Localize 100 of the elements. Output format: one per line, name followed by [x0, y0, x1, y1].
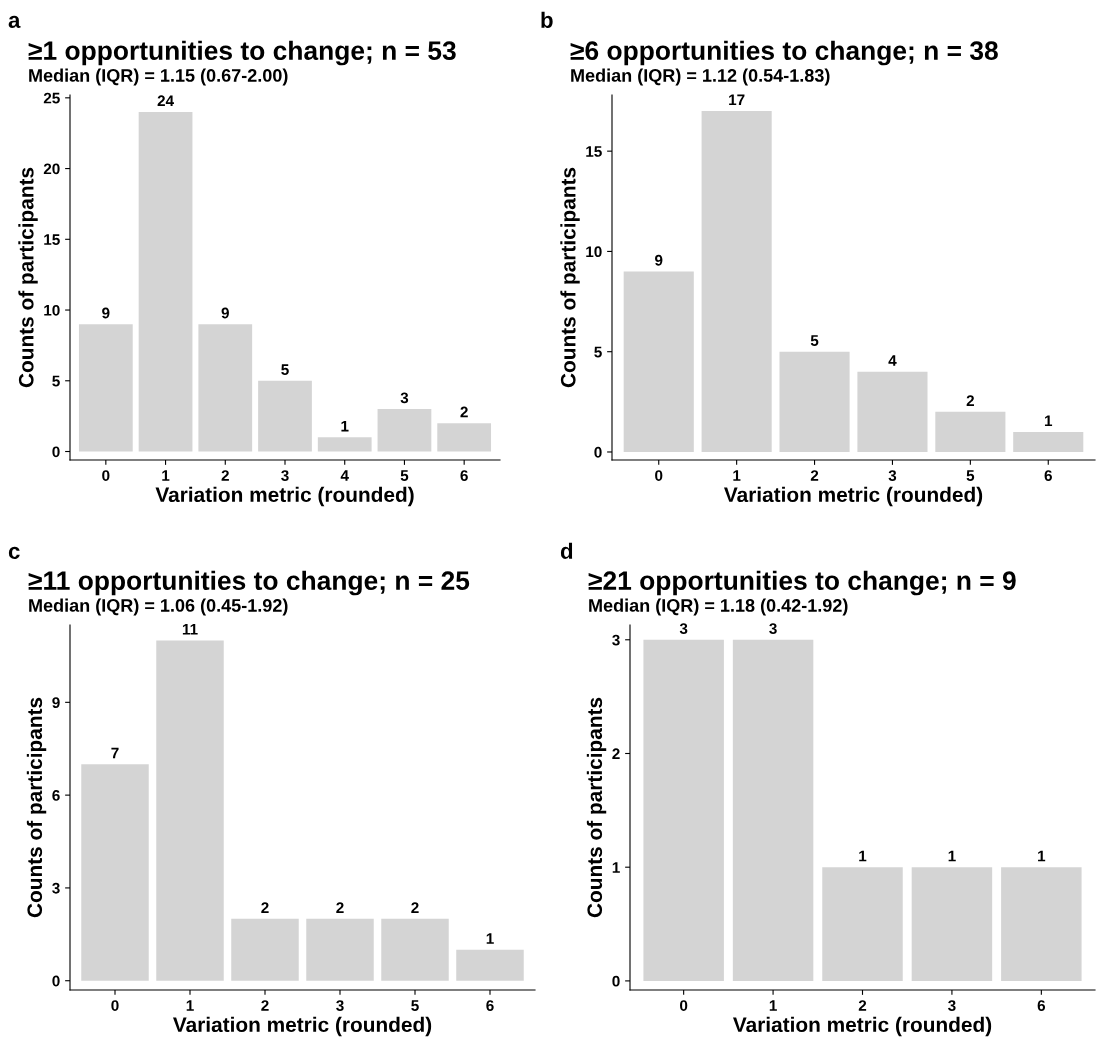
- y-axis-title: Counts of participants: [586, 697, 607, 918]
- y-tick-label: 9: [52, 697, 60, 709]
- y-axis-title: Counts of participants: [560, 167, 580, 388]
- data-label: 4: [888, 355, 897, 366]
- x-tick-label: 6: [460, 470, 468, 481]
- data-label: 24: [157, 95, 174, 107]
- data-label: 1: [1038, 850, 1046, 862]
- x-tick-label: 0: [655, 470, 663, 481]
- x-tick-label: 1: [186, 1000, 194, 1011]
- x-axis-title: Variation metric (rounded): [733, 1016, 992, 1037]
- y-axis-title: Counts of participants: [26, 697, 47, 918]
- bar: [935, 411, 1006, 452]
- y-tick-label: 15: [586, 146, 602, 157]
- data-label: 1: [1044, 415, 1053, 426]
- bar: [306, 918, 374, 981]
- chart-subtitle: Median (IQR) = 1.06 (0.45-1.92): [29, 598, 288, 616]
- x-tick-label: 0: [111, 1000, 119, 1011]
- x-tick-label: 1: [162, 470, 170, 481]
- x-tick-label: 3: [888, 470, 897, 481]
- y-tick-label: 0: [52, 975, 60, 987]
- x-axis-title: Variation metric (rounded): [155, 486, 414, 507]
- data-label: 2: [460, 406, 468, 418]
- data-label: 2: [966, 395, 974, 406]
- y-tick-label: 5: [594, 346, 602, 358]
- x-tick-label: 6: [1044, 470, 1052, 481]
- data-label: 1: [948, 850, 956, 862]
- bar: [377, 409, 432, 452]
- text: a: [8, 15, 21, 28]
- x-tick-label: 3: [948, 1000, 956, 1011]
- bar: [81, 764, 149, 981]
- bar: [78, 324, 133, 452]
- bar: [381, 918, 449, 981]
- data-label: 3: [400, 392, 409, 404]
- chart-title: ≥11 opportunities to change; n = 25: [28, 570, 470, 596]
- bar: [317, 437, 372, 452]
- x-axis-title: Variation metric (rounded): [173, 1016, 432, 1037]
- y-tick-label: 3: [52, 882, 60, 894]
- text: b: [541, 11, 553, 28]
- data-label: 3: [679, 623, 688, 635]
- y-tick-label: 0: [612, 975, 620, 987]
- data-label: 9: [655, 254, 663, 266]
- data-label: 2: [336, 902, 344, 913]
- y-tick-label: 10: [44, 304, 60, 316]
- data-label: 5: [810, 335, 819, 346]
- text: c: [8, 546, 20, 559]
- chart-subtitle: Median (IQR) = 1.12 (0.54-1.83): [571, 68, 830, 86]
- x-tick-label: 4: [340, 470, 349, 481]
- x-tick-label: 5: [966, 470, 975, 481]
- chart-subtitle: Median (IQR) = 1.18 (0.42-1.92): [589, 598, 848, 616]
- bar: [456, 949, 524, 981]
- data-label: 11: [182, 624, 198, 635]
- x-tick-label: 0: [680, 1000, 688, 1011]
- bar: [623, 271, 694, 452]
- y-tick-label: 5: [52, 375, 60, 387]
- x-axis-title: Variation metric (rounded): [724, 486, 983, 507]
- x-tick-label: 3: [281, 470, 289, 481]
- bar: [857, 371, 928, 452]
- x-tick-label: 2: [221, 470, 229, 481]
- data-label: 5: [281, 364, 289, 375]
- x-tick-label: 2: [858, 1000, 867, 1011]
- bar: [156, 640, 224, 981]
- x-tick-label: 6: [486, 1000, 494, 1011]
- bar: [701, 111, 772, 452]
- y-axis-title: Counts of participants: [18, 167, 38, 388]
- x-tick-label: 6: [1037, 1000, 1046, 1011]
- y-tick-label: 2: [612, 748, 620, 760]
- x-tick-label: 2: [261, 1000, 269, 1011]
- x-tick-label: 3: [336, 1000, 344, 1011]
- y-tick-label: 6: [52, 789, 60, 801]
- chart-title: ≥1 opportunities to change; n = 53: [28, 40, 456, 66]
- data-label: 2: [261, 902, 269, 913]
- text: d: [560, 542, 573, 559]
- data-label: 3: [769, 623, 777, 635]
- x-tick-label: 1: [733, 470, 741, 481]
- data-label: 7: [111, 747, 119, 759]
- y-tick-label: 25: [43, 92, 60, 104]
- y-tick-label: 3: [612, 634, 620, 646]
- bar: [198, 324, 253, 452]
- y-tick-label: 0: [594, 446, 602, 458]
- data-label: 9: [102, 307, 110, 319]
- y-tick-label: 0: [52, 446, 60, 458]
- y-tick-label: 20: [43, 163, 60, 175]
- bar: [1013, 431, 1084, 452]
- x-tick-label: 1: [769, 1000, 777, 1011]
- data-label: 2: [411, 902, 419, 913]
- chart-subtitle: Median (IQR) = 1.15 (0.67-2.00): [29, 68, 288, 86]
- data-label: 17: [729, 94, 745, 106]
- y-tick-label: 15: [44, 234, 60, 245]
- x-tick-label: 5: [400, 470, 409, 481]
- y-tick-label: 10: [586, 246, 602, 258]
- chart-title: ≥21 opportunities to change; n = 9: [588, 570, 1016, 596]
- bar: [231, 918, 299, 981]
- data-label: 1: [486, 933, 494, 944]
- data-label: 1: [859, 850, 867, 862]
- x-tick-label: 2: [810, 470, 819, 481]
- data-label: 1: [341, 420, 349, 432]
- bar: [779, 351, 850, 452]
- bar: [138, 111, 193, 452]
- y-tick-label: 1: [612, 862, 620, 873]
- bar: [437, 423, 492, 452]
